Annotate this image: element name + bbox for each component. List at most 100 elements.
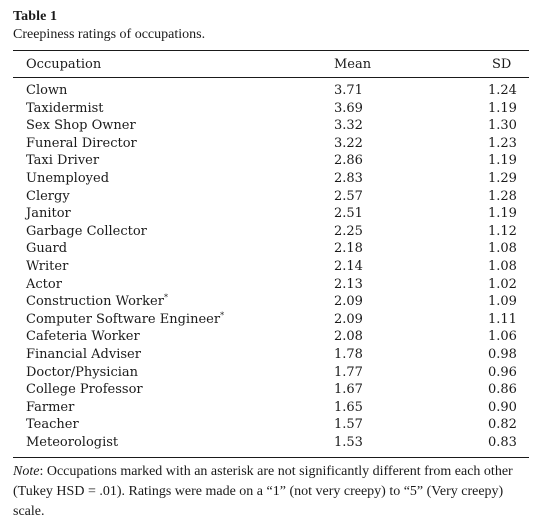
sd-cell: 1.12 [488,223,517,239]
occupation-name: Taxidermist [26,100,104,116]
occupation-name: Doctor/Physician [26,364,139,380]
occupation-cell: Financial Adviser [26,346,141,364]
table-row: Cafeteria Worker 2.08 1.06 [0,328,540,346]
table-row: Clown 3.71 1.24 [0,82,540,100]
mean-cell: 2.51 [334,206,363,222]
column-header-mean: Mean [334,57,372,72]
table-row: Construction Worker* 2.09 1.09 [0,293,540,311]
table-row: Teacher 1.57 0.82 [0,416,540,434]
occupation-cell: Computer Software Engineer* [26,311,224,329]
mean-cell: 2.25 [334,223,363,239]
bottom-rule [13,457,529,458]
occupation-cell: Janitor [26,205,71,223]
asterisk-mark: * [220,310,225,320]
occupation-name: Cafeteria Worker [26,329,140,345]
table-row: College Professor 1.67 0.86 [0,381,540,399]
table-row: Funeral Director 3.22 1.23 [0,135,540,153]
occupation-name: Janitor [26,206,71,222]
mean-cell: 3.22 [334,135,363,151]
mean-cell: 2.09 [334,311,363,327]
table-row: Doctor/Physician 1.77 0.96 [0,364,540,382]
mean-cell: 3.69 [334,100,363,116]
sd-cell: 1.08 [488,258,517,274]
sd-cell: 1.23 [488,135,517,151]
mean-cell: 1.57 [334,417,363,433]
table-row: Farmer 1.65 0.90 [0,399,540,417]
mean-cell: 1.77 [334,364,363,380]
occupation-cell: Clown [26,82,67,100]
occupation-cell: Taxi Driver [26,152,99,170]
sd-cell: 1.24 [488,83,517,98]
table-row: Clergy 2.57 1.28 [0,188,540,206]
occupation-name: Farmer [26,399,75,415]
sd-cell: 1.08 [488,241,517,257]
occupation-cell: College Professor [26,381,143,399]
occupation-name: Taxi Driver [26,153,100,169]
table-label: Table 1 [13,9,58,24]
sd-cell: 1.09 [488,294,517,310]
mean-cell: 2.83 [334,170,363,186]
occupation-cell: Meteorologist [26,434,118,452]
table-caption: Creepiness ratings of occupations. [13,27,206,42]
sd-cell: 1.19 [488,153,517,169]
note-label: Note [13,464,40,479]
sd-cell: 0.98 [488,346,517,362]
sd-cell: 1.30 [488,118,517,134]
mean-cell: 2.18 [334,241,363,257]
occupation-name: Funeral Director [26,135,137,151]
occupation-name: Clergy [26,188,70,204]
sd-cell: 1.11 [488,311,517,327]
sd-cell: 1.29 [488,170,517,186]
occupation-name: Actor [26,276,62,292]
occupation-cell: Farmer [26,399,74,417]
occupation-cell: Funeral Director [26,135,137,153]
sd-cell: 1.02 [488,276,517,292]
occupation-name: Guard [26,241,68,257]
table-row: Sex Shop Owner 3.32 1.30 [0,117,540,135]
table-row: Janitor 2.51 1.19 [0,205,540,223]
sd-cell: 1.28 [488,188,517,204]
occupation-cell: Cafeteria Worker [26,328,140,346]
sd-cell: 1.19 [488,100,517,116]
mean-cell: 1.67 [334,382,363,398]
header-rule [13,77,529,78]
mean-cell: 3.32 [334,118,363,134]
table-note: Note: Occupations marked with an asteris… [13,462,527,522]
occupation-name: Writer [26,258,69,274]
mean-cell: 1.65 [334,399,363,415]
occupation-name: Computer Software Engineer [26,311,221,327]
column-header-occupation: Occupation [26,57,102,72]
occupation-name: Garbage Collector [26,223,147,239]
occupation-name: Construction Worker [26,294,164,310]
occupation-name: Financial Adviser [26,346,141,362]
asterisk-mark: * [163,293,168,303]
table-body: Clown 3.71 1.24 Taxidermist 3.69 1.19 Sex Shop… [0,82,540,451]
sd-cell: 1.06 [488,329,517,345]
occupation-cell: Writer [26,258,68,276]
occupation-cell: Garbage Collector [26,223,147,241]
note-text: : Occupations marked with an asterisk ar… [13,464,513,519]
occupation-cell: Clergy [26,188,70,206]
occupation-name: Clown [26,83,68,98]
table-row: Meteorologist 1.53 0.83 [0,434,540,452]
occupation-cell: Unemployed [26,170,109,188]
mean-cell: 2.57 [334,188,363,204]
column-header-sd: SD [492,57,512,72]
occupation-cell: Teacher [26,416,79,434]
mean-cell: 1.53 [334,434,363,450]
table-row: Guard 2.18 1.08 [0,240,540,258]
sd-cell: 0.90 [488,399,517,415]
occupation-cell: Doctor/Physician [26,364,138,382]
top-rule [13,50,529,51]
occupation-cell: Actor [26,276,62,294]
mean-cell: 2.14 [334,258,363,274]
table-row: Unemployed 2.83 1.29 [0,170,540,188]
occupation-name: Meteorologist [26,434,119,450]
table-row: Writer 2.14 1.08 [0,258,540,276]
occupation-cell: Sex Shop Owner [26,117,136,135]
table-row: Financial Adviser 1.78 0.98 [0,346,540,364]
mean-cell: 1.78 [334,346,363,362]
table-row: Computer Software Engineer* 2.09 1.11 [0,311,540,329]
occupation-cell: Taxidermist [26,100,104,118]
